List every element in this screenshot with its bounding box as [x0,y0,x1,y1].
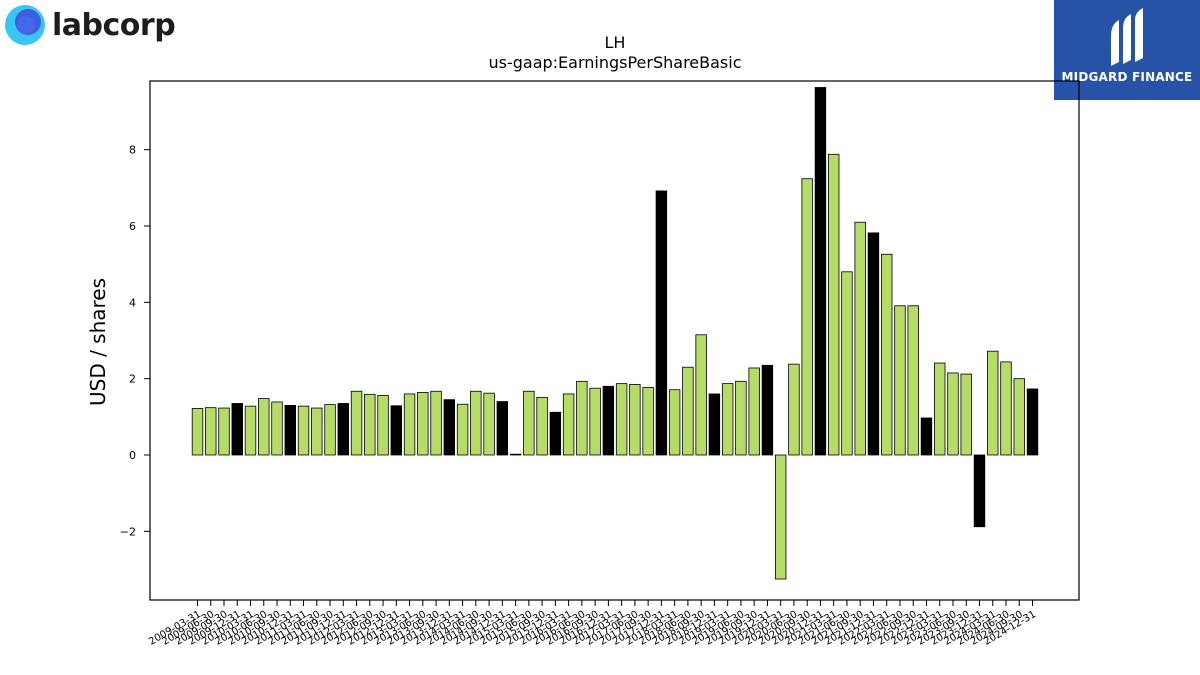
bar-2009-06-30 [205,407,217,456]
chart-title: LH [605,33,626,52]
y-axis: −2 0 2 4 6 8 [120,144,150,538]
bar-2019-06-30 [735,380,747,456]
bar-2011-03-31 [297,405,310,456]
bar-2010-03-31 [244,405,257,456]
bar-2012-09-30 [377,395,389,456]
bar-2016-06-30 [576,380,588,456]
bar-2011-09-30 [324,404,336,456]
bar-2014-12-31 [496,401,509,456]
y-axis-label: USD / shares [86,278,110,406]
bar-2014-03-31 [456,403,469,456]
y-tick-label: −2 [120,525,136,538]
bar-2024-09-30 [1013,378,1025,456]
bar-2013-03-31 [403,393,416,456]
bar-2012-03-31 [350,390,363,456]
bar-2024-12-31 [1026,388,1039,456]
y-tick-label: 8 [129,144,136,157]
bar-2018-06-30 [682,366,694,456]
bar-2021-09-30 [854,221,866,456]
bar-2016-09-30 [589,387,601,456]
bar-2023-06-30 [947,372,959,456]
bar-2019-12-31 [761,364,774,456]
bar-2014-09-30 [483,392,495,456]
bar-2010-12-31 [284,404,296,456]
bar-2016-12-31 [602,385,615,456]
bar-2012-06-30 [364,393,376,456]
bar-2014-06-30 [470,390,482,456]
y-tick-label: 4 [129,296,136,309]
bar-2009-09-30 [218,407,230,456]
plot-frame [149,80,1080,601]
bar-2021-12-31 [867,232,880,456]
bar-2018-03-31 [668,389,681,456]
bar-2009-12-31 [231,403,243,456]
bar-2013-09-30 [430,390,442,456]
bars-group [191,87,1039,580]
bar-2015-03-31 [509,453,522,456]
bar-2012-12-31 [390,405,403,456]
bar-2024-06-30 [1000,361,1012,456]
bar-2010-09-30 [271,401,283,456]
bar-2009-03-31 [191,408,204,456]
bar-2023-03-31 [934,362,946,456]
bar-2010-06-30 [258,398,270,456]
bar-2019-09-30 [748,367,760,456]
bar-2017-06-30 [629,383,641,456]
badge-name: MIDGARD FINANCE [1061,70,1193,84]
brand-name: labcorp [52,7,176,43]
bar-2015-12-31 [549,411,562,456]
bar-2022-03-31 [881,253,893,456]
bar-2015-09-30 [536,396,548,456]
bar-2013-06-30 [417,391,429,456]
bar-2020-12-31 [814,87,827,456]
bar-2021-03-31 [827,153,840,456]
bar-2019-03-31 [721,383,734,456]
bar-2023-09-30 [960,373,972,456]
bar-2017-12-31 [655,190,668,456]
bar-2022-12-31 [920,417,933,456]
bar-2022-09-30 [907,305,919,456]
chart-subtitle: us-gaap:EarningsPerShareBasic [488,53,741,72]
bar-2020-06-30 [788,363,800,456]
bar-2018-09-30 [695,334,707,456]
y-tick-label: 2 [129,373,136,386]
bar-2013-12-31 [443,399,456,456]
bar-2011-12-31 [337,403,349,456]
bar-2016-03-31 [562,393,575,456]
labcorp-brand: labcorp [4,4,176,46]
bar-2017-03-31 [615,383,628,456]
bar-2023-12-31 [973,454,986,528]
midgard-logo-icon [1111,8,1143,66]
bar-2018-12-31 [708,393,721,456]
bar-2024-03-31 [987,350,999,456]
bar-2015-06-30 [523,390,535,456]
bar-2020-03-31 [774,454,787,580]
labcorp-circle-logo-icon [5,5,45,45]
x-axis: 2009-03-312009-06-302009-09-302009-12-31… [147,600,1038,648]
midgard-finance-badge: MIDGARD FINANCE [1054,0,1200,100]
y-tick-label: 6 [129,220,136,233]
bar-2020-09-30 [801,178,813,456]
y-tick-label: 0 [129,449,136,462]
bar-2017-09-30 [642,387,654,456]
bar-2011-06-30 [311,407,323,456]
bar-2021-06-30 [841,271,853,456]
bar-2022-06-30 [894,305,906,456]
